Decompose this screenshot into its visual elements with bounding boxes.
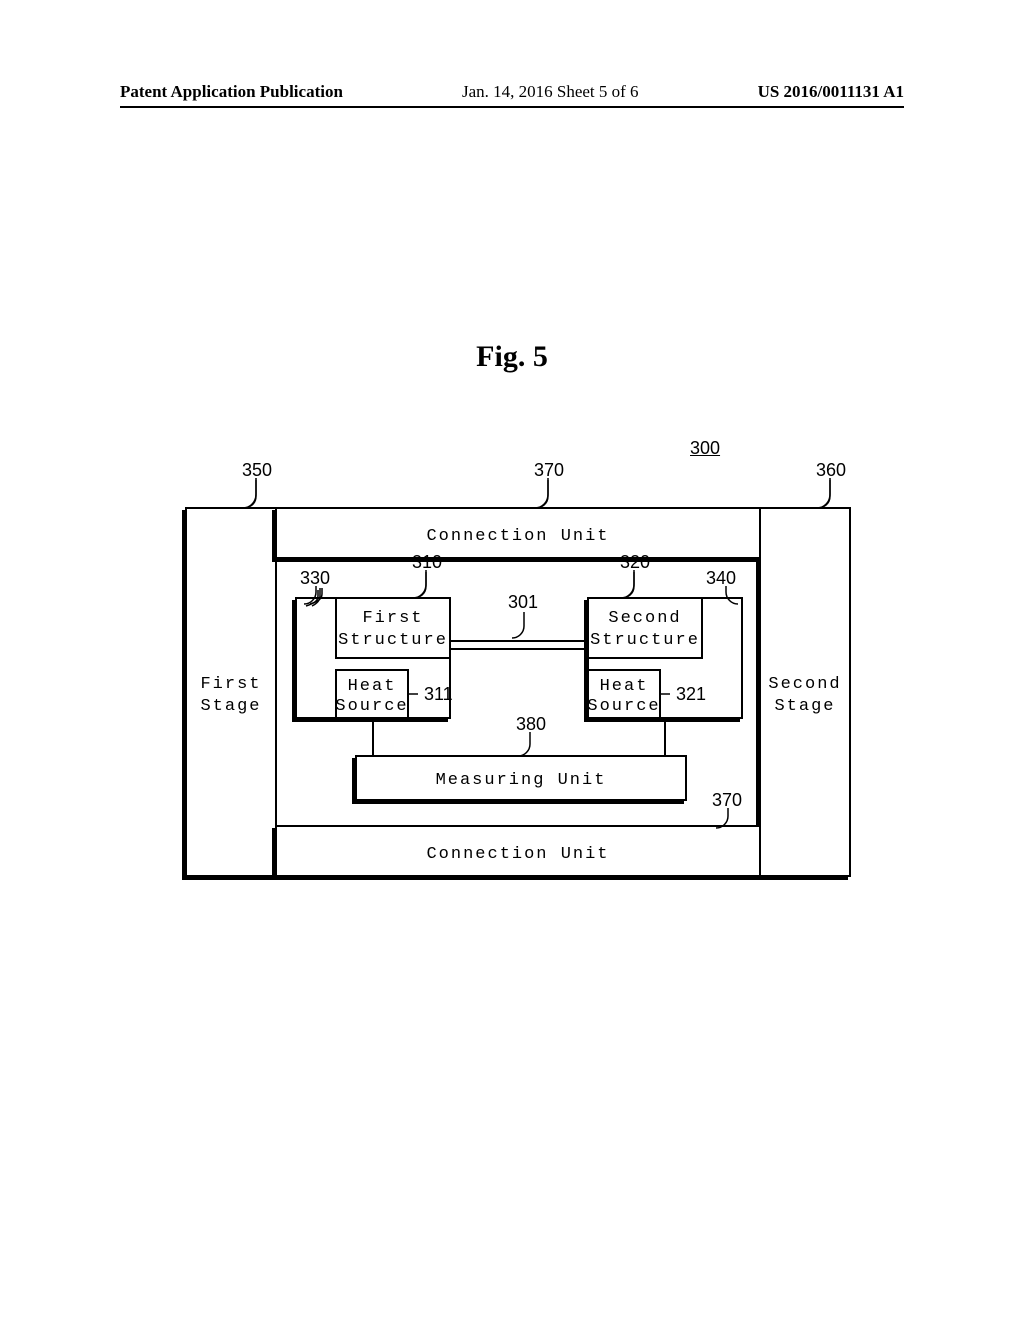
- diagram-svg: First Stage Second Stage Connection Unit…: [0, 0, 1024, 1320]
- heat-src-right-l1: Heat: [600, 677, 649, 696]
- first-stage-label-l2: Stage: [200, 697, 261, 716]
- first-struct-l2: Structure: [338, 631, 448, 650]
- ref-310: 310: [412, 552, 442, 572]
- ref-301: 301: [508, 592, 538, 612]
- first-struct-l1: First: [362, 609, 423, 628]
- ref-350: 350: [242, 460, 272, 480]
- ref-330: 330: [300, 568, 330, 588]
- second-stage-label-l1: Second: [768, 675, 841, 694]
- ref-320: 320: [620, 552, 650, 572]
- conn-unit-top-label: Connection Unit: [426, 527, 609, 546]
- heat-src-left-l2: Source: [335, 697, 408, 716]
- ref-370-bottom: 370: [712, 790, 742, 810]
- ref-370-top: 370: [534, 460, 564, 480]
- ref-360: 360: [816, 460, 846, 480]
- ref-380: 380: [516, 714, 546, 734]
- ref-321: 321: [676, 684, 706, 704]
- ref-340: 340: [706, 568, 736, 588]
- first-stage-label-l1: First: [200, 675, 261, 694]
- heat-src-right-l2: Source: [587, 697, 660, 716]
- page: Patent Application Publication Jan. 14, …: [0, 0, 1024, 1320]
- conn-unit-bottom-label: Connection Unit: [426, 845, 609, 864]
- heat-src-left-l1: Heat: [348, 677, 397, 696]
- measuring-label: Measuring Unit: [436, 771, 607, 790]
- second-struct-l2: Structure: [590, 631, 700, 650]
- second-stage-label-l2: Stage: [774, 697, 835, 716]
- second-struct-l1: Second: [608, 609, 681, 628]
- ref-311: 311: [424, 684, 453, 704]
